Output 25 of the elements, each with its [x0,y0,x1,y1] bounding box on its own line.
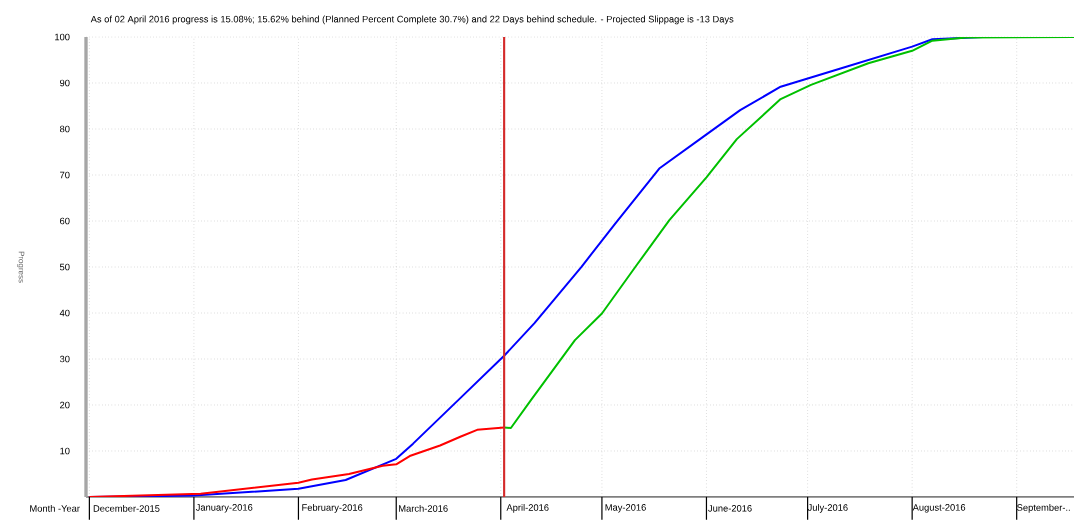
y-tick-label: 70 [60,171,70,179]
x-tick-label: April-2016 [506,503,549,513]
chart-title: As of 02 April 2016 progress is 15.08%; 15.62% behind (Planned Percent Complete 30.7%) and 22 Days behind schedule. - Projected Slippage is -13 Days [90,15,734,25]
x-tick-label: January-2016 [195,504,253,513]
y-tick-label: 30 [59,355,70,363]
y-tick-label: 60 [60,217,70,225]
y-tick-label: 90 [60,79,70,87]
line-series [88,426,506,497]
x-tick-label: February-2016 [302,503,363,513]
x-tick-label: May-2016 [605,504,646,513]
x-tick-label: June-2016 [708,505,752,512]
y-tick-label: 50 [59,263,70,271]
line-series [503,37,1074,429]
y-tick-label: 20 [60,401,70,409]
x-axis-title: Month -Year [30,504,80,512]
y-tick-label: 80 [59,125,70,133]
x-tick-label: August-2016 [912,504,966,513]
y-tick-label: 10 [60,447,70,455]
y-tick-label: 100 [55,33,70,41]
y-axis-title: Progress [17,251,25,283]
y-tick-label: 40 [59,309,70,317]
x-tick-label: March-2016 [399,504,448,512]
x-tick-label: July-2016 [807,503,848,513]
x-tick-label: December-2015 [93,504,160,512]
x-tick-label: September-.. [1017,503,1070,513]
